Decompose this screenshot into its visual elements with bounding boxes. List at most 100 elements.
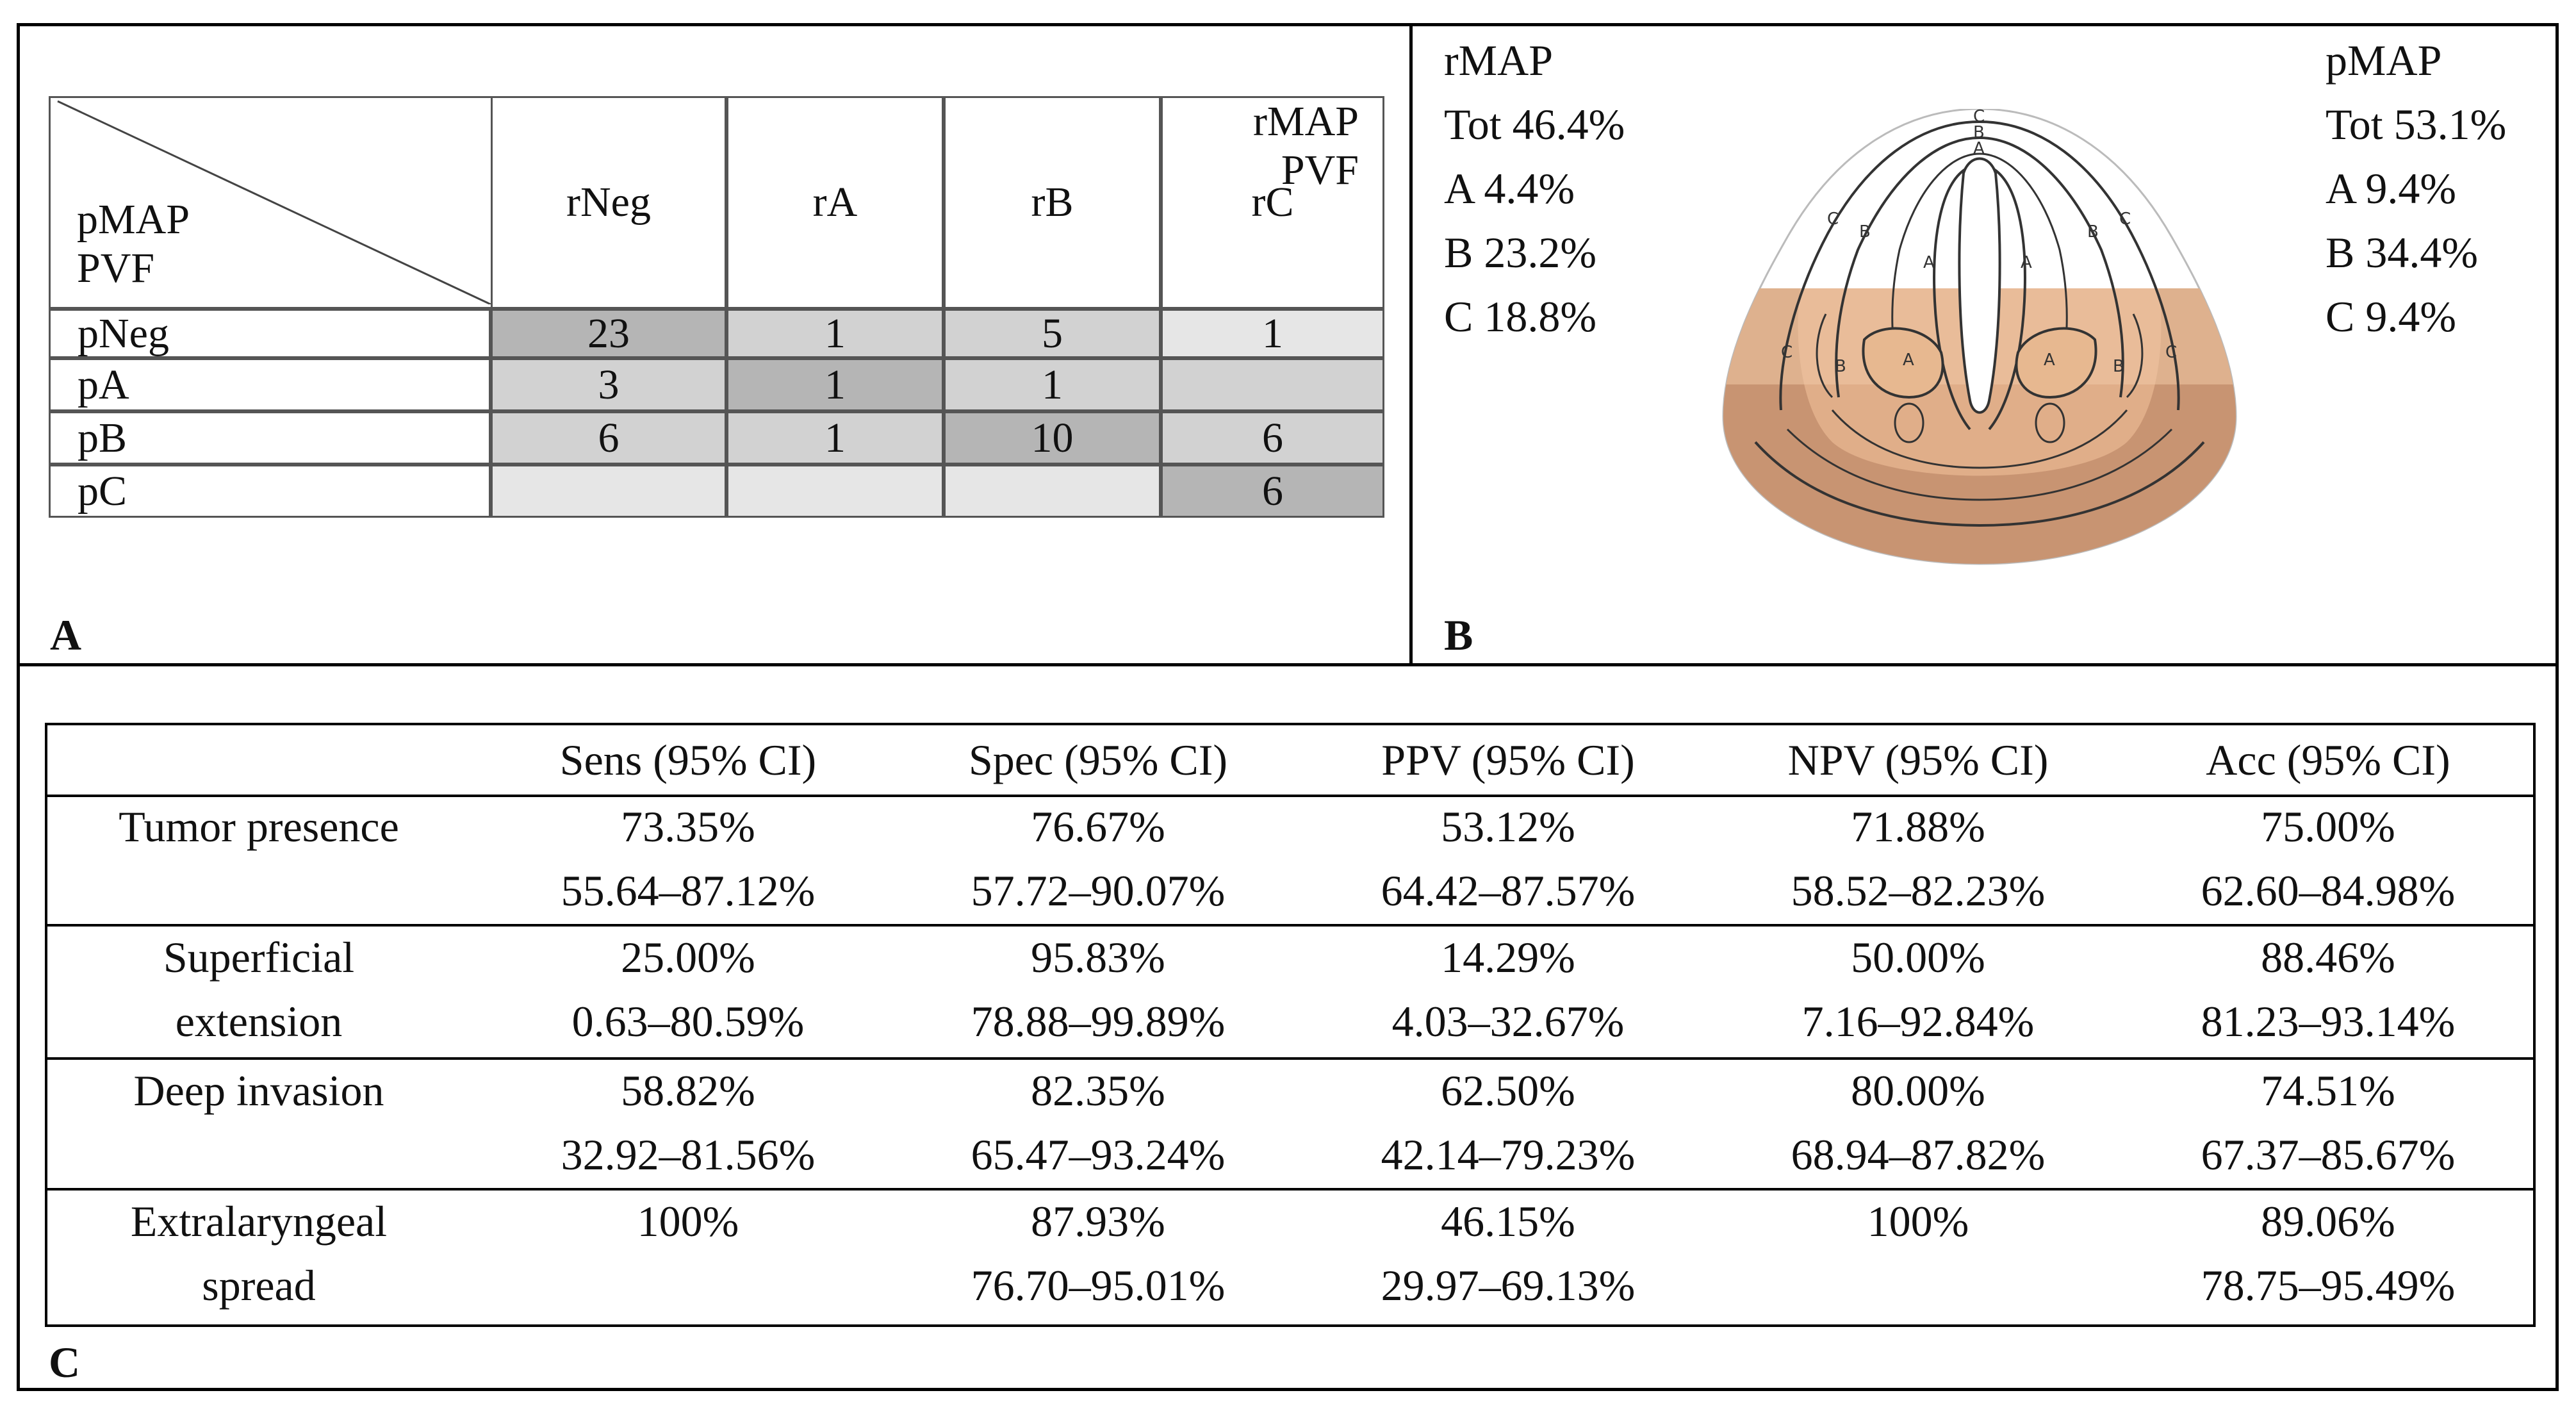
row-header-pc: pC — [49, 465, 491, 518]
row-header-pb: pB — [49, 411, 491, 465]
column-header: NPV (95% CI) — [1787, 736, 2049, 784]
metric-ci: 64.42–87.57% — [1381, 866, 1636, 915]
row-label: Tumor presence — [119, 802, 399, 851]
metric-ci: 4.03–32.67% — [1391, 997, 1625, 1046]
row-label: spread — [202, 1261, 316, 1310]
table-rule — [47, 924, 2533, 927]
metric-value: 80.00% — [1851, 1066, 1985, 1115]
panel-divider-vertical — [1409, 23, 1413, 666]
matrix-cell: 6 — [1161, 411, 1384, 465]
metric-value: 14.29% — [1441, 933, 1575, 982]
corner-rmap-text: rMAP — [1252, 98, 1359, 145]
metric-value: 53.12% — [1441, 802, 1575, 851]
panel-divider-horizontal — [17, 663, 2559, 666]
matrix-cell: 10 — [944, 411, 1161, 465]
metrics-table: Sens (95% CI) Spec (95% CI) PPV (95% CI) NP… — [45, 723, 2536, 1327]
metric-ci: 78.88–99.89% — [971, 997, 1226, 1046]
region-label-a-lower-right: A — [2044, 350, 2055, 370]
column-header-ra: rA — [726, 96, 944, 309]
metric-ci: 78.75–95.49% — [2201, 1261, 2456, 1310]
metric-value: 89.06% — [2261, 1197, 2395, 1246]
pmap-b: B 34.4% — [2326, 228, 2478, 277]
corner-pmap-text: pMAP — [77, 196, 190, 243]
metric-value: 100% — [637, 1197, 739, 1246]
metric-value: 58.82% — [621, 1066, 755, 1115]
matrix-cell: 3 — [491, 358, 726, 411]
corner-label-pmap: pMAP PVF — [77, 195, 190, 293]
metric-value: 62.50% — [1441, 1066, 1575, 1115]
region-label-a-right: A — [2021, 253, 2032, 272]
metric-ci: 7.16–92.84% — [1801, 997, 2035, 1046]
region-label-b-left: B — [1859, 222, 1871, 242]
matrix-cell: 1 — [726, 309, 944, 358]
region-label-b-top: B — [1973, 123, 1985, 142]
column-header-rb: rB — [944, 96, 1161, 309]
region-label-a-lower-left: A — [1903, 350, 1914, 370]
rmap-stats: rMAP Tot 46.4% A 4.4% B 23.2% C 18.8% — [1444, 28, 1625, 349]
column-header-rneg: rNeg — [491, 96, 726, 309]
table-rule — [47, 795, 2533, 797]
metric-value: 71.88% — [1851, 802, 1985, 851]
metric-value: 73.35% — [621, 802, 755, 851]
matrix-cell: 1 — [726, 358, 944, 411]
matrix-cell: 1 — [944, 358, 1161, 411]
matrix-cell — [944, 465, 1161, 518]
matrix-cell: 6 — [1161, 465, 1384, 518]
matrix-cell: 6 — [491, 411, 726, 465]
metric-ci: 65.47–93.24% — [971, 1130, 1226, 1179]
pmap-a: A 9.4% — [2326, 164, 2456, 213]
metric-ci: 81.23–93.14% — [2201, 997, 2456, 1046]
row-label: extension — [175, 997, 343, 1046]
corner-pmap-pvf: PVF — [77, 245, 155, 292]
region-label-c-lower-right: C — [2165, 343, 2177, 362]
region-label-c-left: C — [1827, 210, 1839, 229]
row-label: Extralaryngeal — [130, 1197, 388, 1246]
confusion-table: rMAP PVF pMAP PVF rNeg rA rB rC pNeg 23 1 5 1 pA 3… — [49, 96, 1384, 529]
row-header-pneg: pNeg — [49, 309, 491, 358]
metric-value: 46.15% — [1441, 1197, 1575, 1246]
rmap-a: A 4.4% — [1444, 164, 1575, 213]
metric-ci: 57.72–90.07% — [971, 866, 1226, 915]
region-label-a-left: A — [1923, 253, 1935, 272]
column-header-rc: rC — [1161, 96, 1384, 309]
pmap-stats: pMAP Tot 53.1% A 9.4% B 34.4% C 9.4% — [2326, 28, 2506, 349]
figure-frame — [17, 23, 2559, 1391]
metric-value: 100% — [1867, 1197, 1969, 1246]
panel-b-label: B — [1444, 611, 1473, 659]
rmap-total: Tot 46.4% — [1444, 100, 1625, 149]
region-label-b-lower-right: B — [2113, 357, 2124, 376]
metric-value: 25.00% — [621, 933, 755, 982]
pmap-c: C 9.4% — [2326, 292, 2456, 341]
region-label-a-top: A — [1973, 139, 1985, 158]
matrix-cell: 1 — [1161, 309, 1384, 358]
panel-a-label: A — [50, 611, 82, 659]
metric-value: 74.51% — [2261, 1066, 2395, 1115]
column-header: Acc (95% CI) — [2206, 736, 2450, 784]
metric-value: 75.00% — [2261, 802, 2395, 851]
column-header: PPV (95% CI) — [1381, 736, 1635, 784]
larynx-diagram: C B A C B A A B C C C A A B B — [1722, 109, 2237, 565]
panel-c-label: C — [49, 1338, 81, 1387]
row-label: Deep invasion — [133, 1066, 384, 1115]
metric-value: 95.83% — [1031, 933, 1165, 982]
metric-ci: 62.60–84.98% — [2201, 866, 2456, 915]
region-label-b-lower-left: B — [1835, 357, 1846, 376]
metric-ci: 55.64–87.12% — [561, 866, 816, 915]
matrix-cell: 5 — [944, 309, 1161, 358]
corner-rmap-pvf: PVF — [1281, 147, 1359, 194]
metric-value: 82.35% — [1031, 1066, 1165, 1115]
metric-ci: 76.70–95.01% — [971, 1261, 1226, 1310]
table-rule — [47, 1057, 2533, 1060]
column-header: Sens (95% CI) — [559, 736, 817, 784]
metric-value: 76.67% — [1031, 802, 1165, 851]
row-header-pa: pA — [49, 358, 491, 411]
matrix-cell: 1 — [726, 411, 944, 465]
pmap-title: pMAP — [2326, 36, 2442, 85]
corner-label-rmap: rMAP PVF — [1253, 97, 1359, 195]
metric-ci: 58.52–82.23% — [1791, 866, 2046, 915]
metric-ci: 29.97–69.13% — [1381, 1261, 1636, 1310]
region-label-c-right: C — [2119, 210, 2131, 229]
region-label-b-right: B — [2087, 222, 2099, 242]
rmap-title: rMAP — [1444, 36, 1554, 85]
corner-diagonal — [57, 100, 491, 304]
